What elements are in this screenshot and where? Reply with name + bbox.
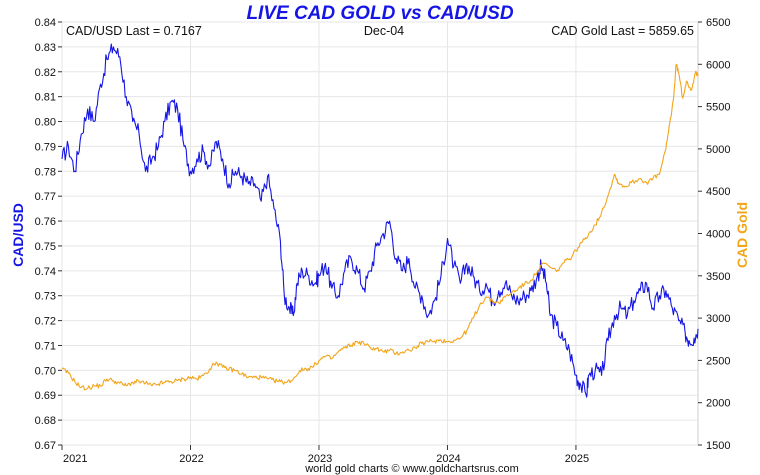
left-tick-label: 0.67 [35,440,56,452]
left-tick-label: 0.69 [35,390,56,402]
plot-area [61,21,699,446]
right-tick-label: 6500 [706,17,730,29]
x-tick-label: 2023 [308,453,332,465]
left-axis-ticks: 0.67 0.68 0.69 0.70 0.71 0.72 0.73 0.74 0.75 0.76… [35,17,62,452]
cad-gold-last-label: CAD Gold Last = 5859.65 [551,24,694,38]
chart-title: LIVE CAD GOLD vs CAD/USD [246,3,513,24]
x-tick-label: 2021 [63,453,87,465]
right-tick-label: 1500 [706,440,730,452]
left-tick-label: 0.74 [35,266,56,278]
x-tick-label: 2025 [565,453,589,465]
left-tick-label: 0.68 [35,415,56,427]
left-tick-label: 0.77 [35,191,56,203]
cadusd-series-line [61,43,699,398]
left-tick-label: 0.76 [35,216,56,228]
right-tick-label: 3000 [706,313,730,325]
source-credit: world gold charts © www.goldchartsrus.co… [304,463,519,475]
left-tick-label: 0.79 [35,141,56,153]
x-tick-label: 2024 [436,453,460,465]
right-tick-label: 3500 [706,271,730,283]
right-tick-label: 5000 [706,144,730,156]
right-tick-label: 4000 [706,229,730,241]
left-tick-label: 0.70 [35,365,56,377]
left-tick-label: 0.71 [35,340,56,352]
series-layer [61,43,699,398]
cadusd-last-label: CAD/USD Last = 0.7167 [66,24,202,38]
left-tick-label: 0.82 [35,67,56,79]
left-tick-label: 0.84 [35,17,56,29]
left-tick-label: 0.78 [35,166,56,178]
left-tick-label: 0.72 [35,316,56,328]
right-tick-label: 2500 [706,355,730,367]
cad-gold-series-line [61,63,699,391]
left-tick-label: 0.73 [35,291,56,303]
right-axis-ticks: 1500 2000 2500 3000 3500 4000 4500 5000 5500 6000… [698,17,730,452]
y-axis-left-label: CAD/USD [10,203,26,267]
right-tick-label: 6000 [706,59,730,71]
left-tick-label: 0.83 [35,42,56,54]
x-axis-ticks: 2021 2022 2023 2024 2025 [61,445,589,465]
date-label: Dec-04 [364,24,404,38]
x-tick-label: 2022 [179,453,203,465]
grid [61,21,698,446]
y-axis-right-label: CAD Gold [734,202,750,268]
right-tick-label: 4500 [706,186,730,198]
right-tick-label: 2000 [706,398,730,410]
left-tick-label: 0.80 [35,117,56,129]
left-tick-label: 0.75 [35,241,56,253]
left-tick-label: 0.81 [35,92,56,104]
right-tick-label: 5500 [706,102,730,114]
